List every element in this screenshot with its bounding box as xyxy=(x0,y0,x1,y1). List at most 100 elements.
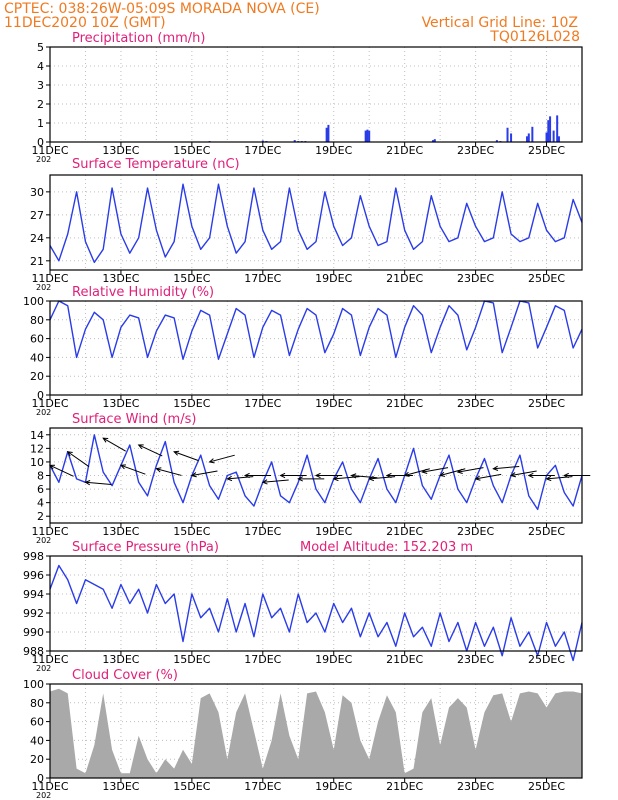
wind-title: Surface Wind (m/s) xyxy=(72,412,196,427)
cloud-xtick-label: 17DEC xyxy=(244,780,281,793)
wind-arrow xyxy=(120,464,146,475)
wind-arrow xyxy=(138,444,163,457)
pres-ytick-label: 994 xyxy=(23,588,44,601)
wind-arrow-head xyxy=(368,475,375,482)
precip-xtick-label: 13DEC xyxy=(102,144,139,157)
temp-xtick-label: 25DEC xyxy=(528,272,565,285)
wind-ytick-label: 4 xyxy=(37,497,44,510)
wind-frame xyxy=(49,427,583,524)
wind-ytick-label: 8 xyxy=(37,470,44,483)
wind-arrow-head xyxy=(119,464,126,470)
pres-ytick-label: 992 xyxy=(23,607,44,620)
wind-xtick-label: 13DEC xyxy=(102,525,139,538)
wind-arrow-head xyxy=(226,475,233,482)
precip-bar xyxy=(547,120,550,142)
wind-arrow xyxy=(209,454,235,463)
wind-arrow-head xyxy=(474,475,481,481)
precip-bar xyxy=(531,126,534,142)
wind-arrow xyxy=(191,470,218,476)
cloud-xtick-cut: 202 xyxy=(36,791,51,800)
precip-bar xyxy=(557,136,560,142)
pres-panel: 988 990 992 994 996 998 11DEC 13DEC 15DEC 17DEC 19… xyxy=(23,540,583,673)
wind-arrow-head xyxy=(492,465,499,471)
wind-arrow-head xyxy=(421,468,428,474)
rh-xtick-label: 25DEC xyxy=(528,397,565,410)
pres-xtick-cut: 202 xyxy=(36,664,51,673)
wind-arrow xyxy=(457,467,484,473)
rh-xtick-label: 17DEC xyxy=(244,397,281,410)
wind-arrow xyxy=(173,451,199,462)
cloud-ytick-label: 100 xyxy=(23,678,44,691)
pres-xtick-label: 19DEC xyxy=(315,653,352,666)
precip-frame xyxy=(49,46,583,143)
pres-ytick-label: 988 xyxy=(23,645,44,658)
precip-ytick-label: 4 xyxy=(37,60,44,73)
wind-arrow xyxy=(351,475,378,479)
precip-title: Precipitation (mm/h) xyxy=(72,31,205,46)
cloud-xtick-label: 25DEC xyxy=(528,780,565,793)
wind-arrow xyxy=(510,470,537,476)
temp-xtick-label: 15DEC xyxy=(173,272,210,285)
precip-bar xyxy=(556,115,559,142)
wind-ytick-label: 12 xyxy=(30,442,44,455)
pres-frame xyxy=(49,555,583,652)
precip-bar xyxy=(552,130,555,142)
wind-arrow-head xyxy=(545,475,552,482)
rh-panel: 0 20 40 60 80 100 11DEC 13DEC 15DEC 17DEC 19DEC 21D… xyxy=(23,285,583,417)
precip-bar xyxy=(432,140,435,142)
wind-arrow-head xyxy=(350,473,357,479)
cloud-panel: 0 20 40 60 80 100 11DEC 13DEC 15DEC 17DEC 19DEC 21D… xyxy=(23,668,583,800)
wind-arrow-head xyxy=(243,472,250,479)
wind-arrow-head xyxy=(385,472,392,479)
pres-xtick-label: 15DEC xyxy=(173,653,210,666)
wind-arrow-head xyxy=(84,480,91,486)
pres-ytick-label: 990 xyxy=(23,626,44,639)
pres-xtick-label: 25DEC xyxy=(528,653,565,666)
wind-arrow-head xyxy=(563,472,569,479)
wind-arrow-head xyxy=(456,468,463,474)
pres-xtick-label: 11DEC xyxy=(31,653,68,666)
header-gridline-note: Vertical Grid Line: 10Z xyxy=(422,15,578,31)
wind-xtick-label: 17DEC xyxy=(244,525,281,538)
wind-xtick-label: 25DEC xyxy=(528,525,565,538)
header-model-code: TQ0126L028 xyxy=(489,29,580,45)
precip-bar xyxy=(261,140,264,142)
precip-ytick-label: 2 xyxy=(37,98,44,111)
precip-xtick-label: 15DEC xyxy=(173,144,210,157)
cloud-ytick-label: 40 xyxy=(30,734,44,747)
cloud-xtick-label: 15DEC xyxy=(173,780,210,793)
pres-title: Surface Pressure (hPa) xyxy=(72,540,219,555)
precip-bar xyxy=(325,127,328,142)
wind-arrow-head xyxy=(279,472,286,479)
pres-series-line xyxy=(49,564,583,662)
rh-ytick-label: 40 xyxy=(30,351,44,364)
cloud-area xyxy=(50,688,582,778)
pres-xtick-label: 23DEC xyxy=(457,653,494,666)
wind-arrow xyxy=(475,473,502,480)
rh-xtick-label: 19DEC xyxy=(315,397,352,410)
wind-arrow-head xyxy=(208,458,215,464)
wind-arrow-head xyxy=(332,475,339,482)
wind-xtick-cut: 202 xyxy=(36,536,51,545)
wind-arrow-head xyxy=(297,476,303,482)
wind-xtick-label: 11DEC xyxy=(31,525,68,538)
header-location: CPTEC: 038:26W-05:09S MORADA NOVA (CE) xyxy=(4,1,320,17)
temp-ytick-label: 24 xyxy=(30,232,44,245)
wind-arrow-head xyxy=(173,450,180,456)
rh-ytick-label: 60 xyxy=(30,333,44,346)
wind-arrow xyxy=(67,451,90,468)
temp-xtick-cut: 202 xyxy=(36,283,51,292)
cloud-ytick-label: 80 xyxy=(30,697,44,710)
temp-ytick-label: 27 xyxy=(30,209,44,222)
pres-ytick-label: 996 xyxy=(23,569,44,582)
pres-xtick-label: 21DEC xyxy=(386,653,423,666)
temp-xtick-label: 13DEC xyxy=(102,272,139,285)
cloud-xtick-label: 13DEC xyxy=(102,780,139,793)
wind-arrow xyxy=(422,467,449,473)
wind-arrow-head xyxy=(314,472,321,479)
rh-ytick-label: 20 xyxy=(30,370,44,383)
rh-xtick-label: 11DEC xyxy=(31,397,68,410)
precip-bar xyxy=(433,139,436,142)
precip-ytick-label: 1 xyxy=(37,117,44,130)
